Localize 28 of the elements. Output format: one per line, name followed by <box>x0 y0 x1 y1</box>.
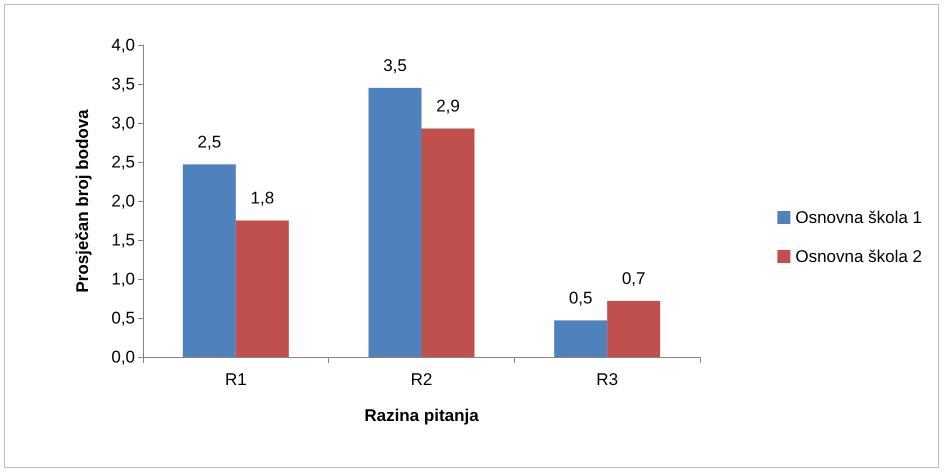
legend-label: Osnovna škola 1 <box>795 208 922 227</box>
data-label: 2,5 <box>198 132 222 152</box>
data-label: 0,5 <box>568 288 592 308</box>
y-tick-label: 4,0 <box>111 36 135 54</box>
y-tick-label: 3,5 <box>111 74 135 94</box>
bar <box>182 164 236 357</box>
y-tick-label: 0,0 <box>111 348 135 366</box>
y-axis-title: Prosječan broj bodova <box>73 108 92 293</box>
bar <box>607 300 660 357</box>
y-tick-label: 1,0 <box>111 270 135 288</box>
data-label: 0,7 <box>622 268 646 288</box>
x-axis-title: Razina pitanja <box>364 406 480 425</box>
y-tick-label: 3,0 <box>111 114 135 132</box>
bar <box>236 220 289 357</box>
y-tick-label: 2,5 <box>111 152 135 172</box>
x-tick-label: R3 <box>596 370 618 389</box>
y-tick-label: 1,5 <box>111 230 135 250</box>
x-tick-label: R1 <box>224 370 247 389</box>
data-label: 3,5 <box>383 56 407 75</box>
data-label: 1,8 <box>250 188 274 208</box>
bar <box>368 88 422 357</box>
y-tick-label: 2,0 <box>111 192 135 210</box>
legend-label: Osnovna škola 2 <box>795 247 922 266</box>
x-tick-label: R2 <box>410 370 432 389</box>
y-tick-label: 0,5 <box>111 308 135 328</box>
bar <box>554 320 608 357</box>
bar <box>422 128 474 357</box>
data-label: 2,9 <box>436 96 460 116</box>
